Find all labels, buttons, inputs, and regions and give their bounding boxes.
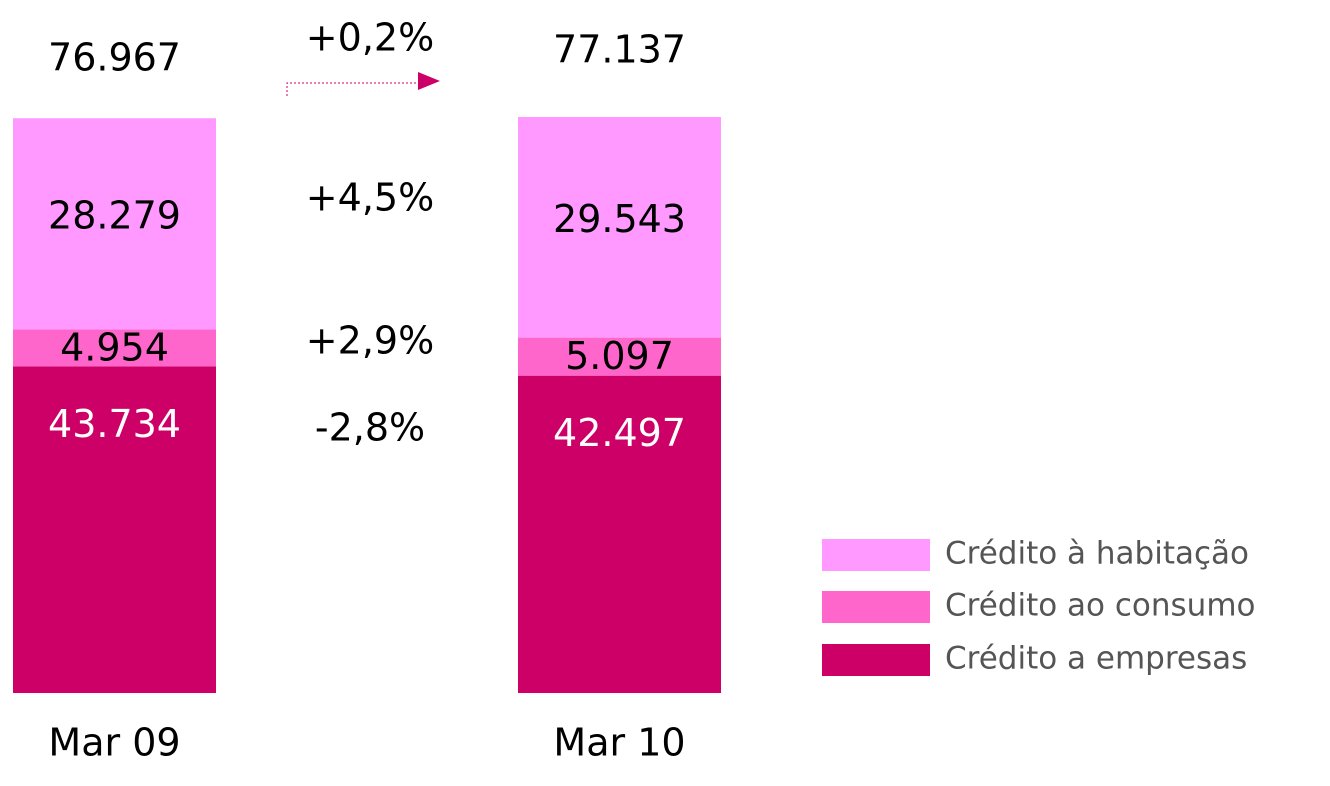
growth-label: +4,5% <box>306 176 434 220</box>
value-label: 4.954 <box>60 325 169 369</box>
legend-swatch <box>822 644 930 676</box>
legend-swatch <box>822 591 930 623</box>
total-growth: +0,2% <box>306 16 434 60</box>
bar-segment <box>518 117 721 338</box>
category-label: Mar 10 <box>553 721 685 765</box>
legend-label: Crédito a empresas <box>945 641 1247 677</box>
legend-label: Crédito à habitação <box>945 536 1249 572</box>
total-label: 77.137 <box>553 28 686 72</box>
legend-label: Crédito ao consumo <box>945 588 1255 624</box>
bar-segment <box>518 337 721 376</box>
value-label: 28.279 <box>48 193 181 237</box>
arrow-head <box>418 72 440 90</box>
value-label: 5.097 <box>565 334 674 378</box>
bar-segment <box>13 329 216 367</box>
value-label: 29.543 <box>553 197 686 241</box>
bar-segment <box>518 375 721 693</box>
growth-arrow <box>286 82 420 96</box>
value-label: 42.497 <box>553 411 686 455</box>
growth-label: -2,8% <box>315 406 425 450</box>
category-label: Mar 09 <box>48 721 180 765</box>
growth-label: +2,9% <box>306 319 434 363</box>
legend-swatch <box>822 539 930 571</box>
bar-segment <box>13 118 216 330</box>
total-label: 76.967 <box>48 36 181 80</box>
bar-segment <box>13 366 216 693</box>
value-label: 43.734 <box>48 402 181 446</box>
